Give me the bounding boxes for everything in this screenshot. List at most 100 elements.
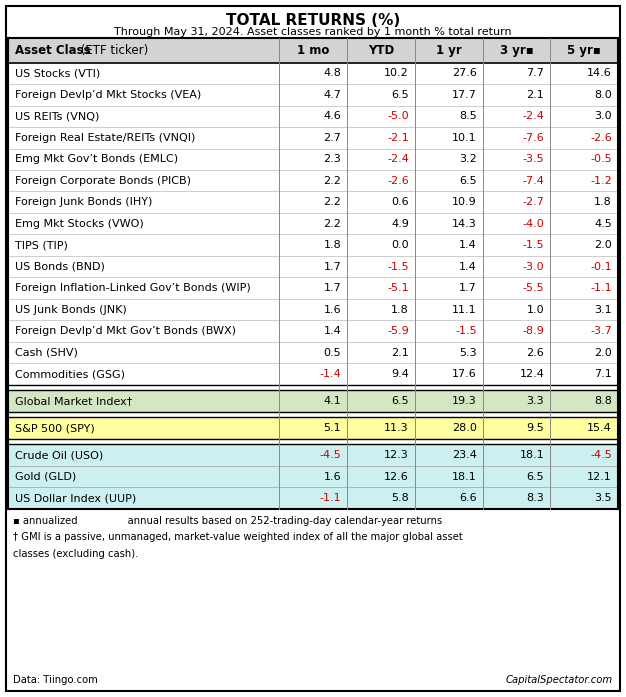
Text: -2.4: -2.4 xyxy=(523,112,544,121)
Bar xyxy=(8,390,618,412)
Text: † GMI is a passive, unmanaged, market-value weighted index of all the major glob: † GMI is a passive, unmanaged, market-va… xyxy=(13,533,463,542)
Text: -5.0: -5.0 xyxy=(387,112,409,121)
Text: classes (excluding cash).: classes (excluding cash). xyxy=(13,549,138,559)
Text: 2.2: 2.2 xyxy=(323,197,341,207)
Bar xyxy=(8,385,618,390)
Text: 2.2: 2.2 xyxy=(323,219,341,229)
Text: 5.1: 5.1 xyxy=(324,423,341,434)
Text: 1.4: 1.4 xyxy=(324,326,341,336)
Text: -0.5: -0.5 xyxy=(590,154,612,164)
Bar xyxy=(8,277,618,299)
Text: Foreign Real Estate/REITs (VNQI): Foreign Real Estate/REITs (VNQI) xyxy=(15,132,195,143)
Text: 1.6: 1.6 xyxy=(324,472,341,482)
Text: -3.5: -3.5 xyxy=(523,154,544,164)
Text: 1.8: 1.8 xyxy=(594,197,612,207)
Text: TOTAL RETURNS (%): TOTAL RETURNS (%) xyxy=(226,13,400,28)
Bar xyxy=(8,487,618,509)
Text: 0.0: 0.0 xyxy=(391,240,409,250)
Text: 4.9: 4.9 xyxy=(391,219,409,229)
Text: -3.0: -3.0 xyxy=(523,262,544,272)
Text: YTD: YTD xyxy=(368,44,394,56)
Text: -2.6: -2.6 xyxy=(590,132,612,143)
Text: -1.2: -1.2 xyxy=(590,176,612,185)
Text: CapitalSpectator.com: CapitalSpectator.com xyxy=(506,675,613,685)
Text: 8.5: 8.5 xyxy=(459,112,476,121)
Text: 11.3: 11.3 xyxy=(384,423,409,434)
Text: 3.1: 3.1 xyxy=(594,305,612,315)
Text: -1.5: -1.5 xyxy=(387,262,409,272)
Text: 18.1: 18.1 xyxy=(520,450,544,460)
Text: Cash (SHV): Cash (SHV) xyxy=(15,348,78,358)
Text: 4.8: 4.8 xyxy=(323,68,341,78)
Text: 4.5: 4.5 xyxy=(594,219,612,229)
Text: 9.4: 9.4 xyxy=(391,369,409,379)
Text: -3.7: -3.7 xyxy=(590,326,612,336)
Text: 17.7: 17.7 xyxy=(452,90,476,100)
Text: 1.4: 1.4 xyxy=(459,262,476,272)
Text: -2.4: -2.4 xyxy=(387,154,409,164)
Text: 6.5: 6.5 xyxy=(526,472,544,482)
Text: 1.8: 1.8 xyxy=(391,305,409,315)
Text: 4.1: 4.1 xyxy=(324,397,341,406)
Text: -2.6: -2.6 xyxy=(387,176,409,185)
Text: 1 mo: 1 mo xyxy=(297,44,329,56)
Text: 1.7: 1.7 xyxy=(324,262,341,272)
Bar xyxy=(8,418,618,439)
Text: TIPS (TIP): TIPS (TIP) xyxy=(15,240,68,250)
Text: 3.0: 3.0 xyxy=(594,112,612,121)
Bar xyxy=(8,63,618,84)
Bar xyxy=(8,321,618,342)
Text: 12.4: 12.4 xyxy=(520,369,544,379)
Bar xyxy=(8,84,618,105)
Bar xyxy=(8,38,618,63)
Bar xyxy=(8,299,618,321)
Text: -1.5: -1.5 xyxy=(523,240,544,250)
Text: -5.9: -5.9 xyxy=(387,326,409,336)
Text: -4.5: -4.5 xyxy=(590,450,612,460)
Text: 10.2: 10.2 xyxy=(384,68,409,78)
Text: 0.6: 0.6 xyxy=(391,197,409,207)
Text: -2.7: -2.7 xyxy=(523,197,544,207)
Text: -1.1: -1.1 xyxy=(319,493,341,503)
Bar xyxy=(8,127,618,148)
Text: 4.6: 4.6 xyxy=(324,112,341,121)
Text: 19.3: 19.3 xyxy=(452,397,476,406)
Text: US Bonds (BND): US Bonds (BND) xyxy=(15,262,105,272)
Text: Foreign Junk Bonds (IHY): Foreign Junk Bonds (IHY) xyxy=(15,197,152,207)
Text: Foreign Devlp’d Mkt Stocks (VEA): Foreign Devlp’d Mkt Stocks (VEA) xyxy=(15,90,201,100)
Bar xyxy=(8,466,618,487)
Text: 2.6: 2.6 xyxy=(526,348,544,358)
Text: 3 yr▪: 3 yr▪ xyxy=(500,44,533,56)
Text: 18.1: 18.1 xyxy=(452,472,476,482)
Text: 10.9: 10.9 xyxy=(452,197,476,207)
Text: Gold (GLD): Gold (GLD) xyxy=(15,472,76,482)
Text: 2.0: 2.0 xyxy=(594,240,612,250)
Text: -8.9: -8.9 xyxy=(523,326,544,336)
Bar xyxy=(8,364,618,385)
Text: 6.5: 6.5 xyxy=(459,176,476,185)
Bar xyxy=(8,170,618,192)
Text: 1.6: 1.6 xyxy=(324,305,341,315)
Text: 14.3: 14.3 xyxy=(452,219,476,229)
Text: -5.1: -5.1 xyxy=(387,283,409,293)
Text: Commodities (GSG): Commodities (GSG) xyxy=(15,369,125,379)
Text: 1.0: 1.0 xyxy=(526,305,544,315)
Text: 27.6: 27.6 xyxy=(452,68,476,78)
Text: 7.1: 7.1 xyxy=(594,369,612,379)
Text: US Stocks (VTI): US Stocks (VTI) xyxy=(15,68,100,78)
Text: 1 yr: 1 yr xyxy=(436,44,461,56)
Text: 12.3: 12.3 xyxy=(384,450,409,460)
Text: -1.4: -1.4 xyxy=(319,369,341,379)
Text: Data: Tiingo.com: Data: Tiingo.com xyxy=(13,675,98,685)
Text: 12.6: 12.6 xyxy=(384,472,409,482)
Text: Foreign Devlp’d Mkt Gov’t Bonds (BWX): Foreign Devlp’d Mkt Gov’t Bonds (BWX) xyxy=(15,326,236,336)
Text: S&P 500 (SPY): S&P 500 (SPY) xyxy=(15,423,95,434)
Text: 9.5: 9.5 xyxy=(526,423,544,434)
Text: -5.5: -5.5 xyxy=(523,283,544,293)
Text: Foreign Corporate Bonds (PICB): Foreign Corporate Bonds (PICB) xyxy=(15,176,191,185)
Bar xyxy=(8,342,618,364)
Text: Emg Mkt Gov’t Bonds (EMLC): Emg Mkt Gov’t Bonds (EMLC) xyxy=(15,154,178,164)
Text: 5.3: 5.3 xyxy=(459,348,476,358)
Bar xyxy=(8,256,618,277)
Text: 1.7: 1.7 xyxy=(324,283,341,293)
